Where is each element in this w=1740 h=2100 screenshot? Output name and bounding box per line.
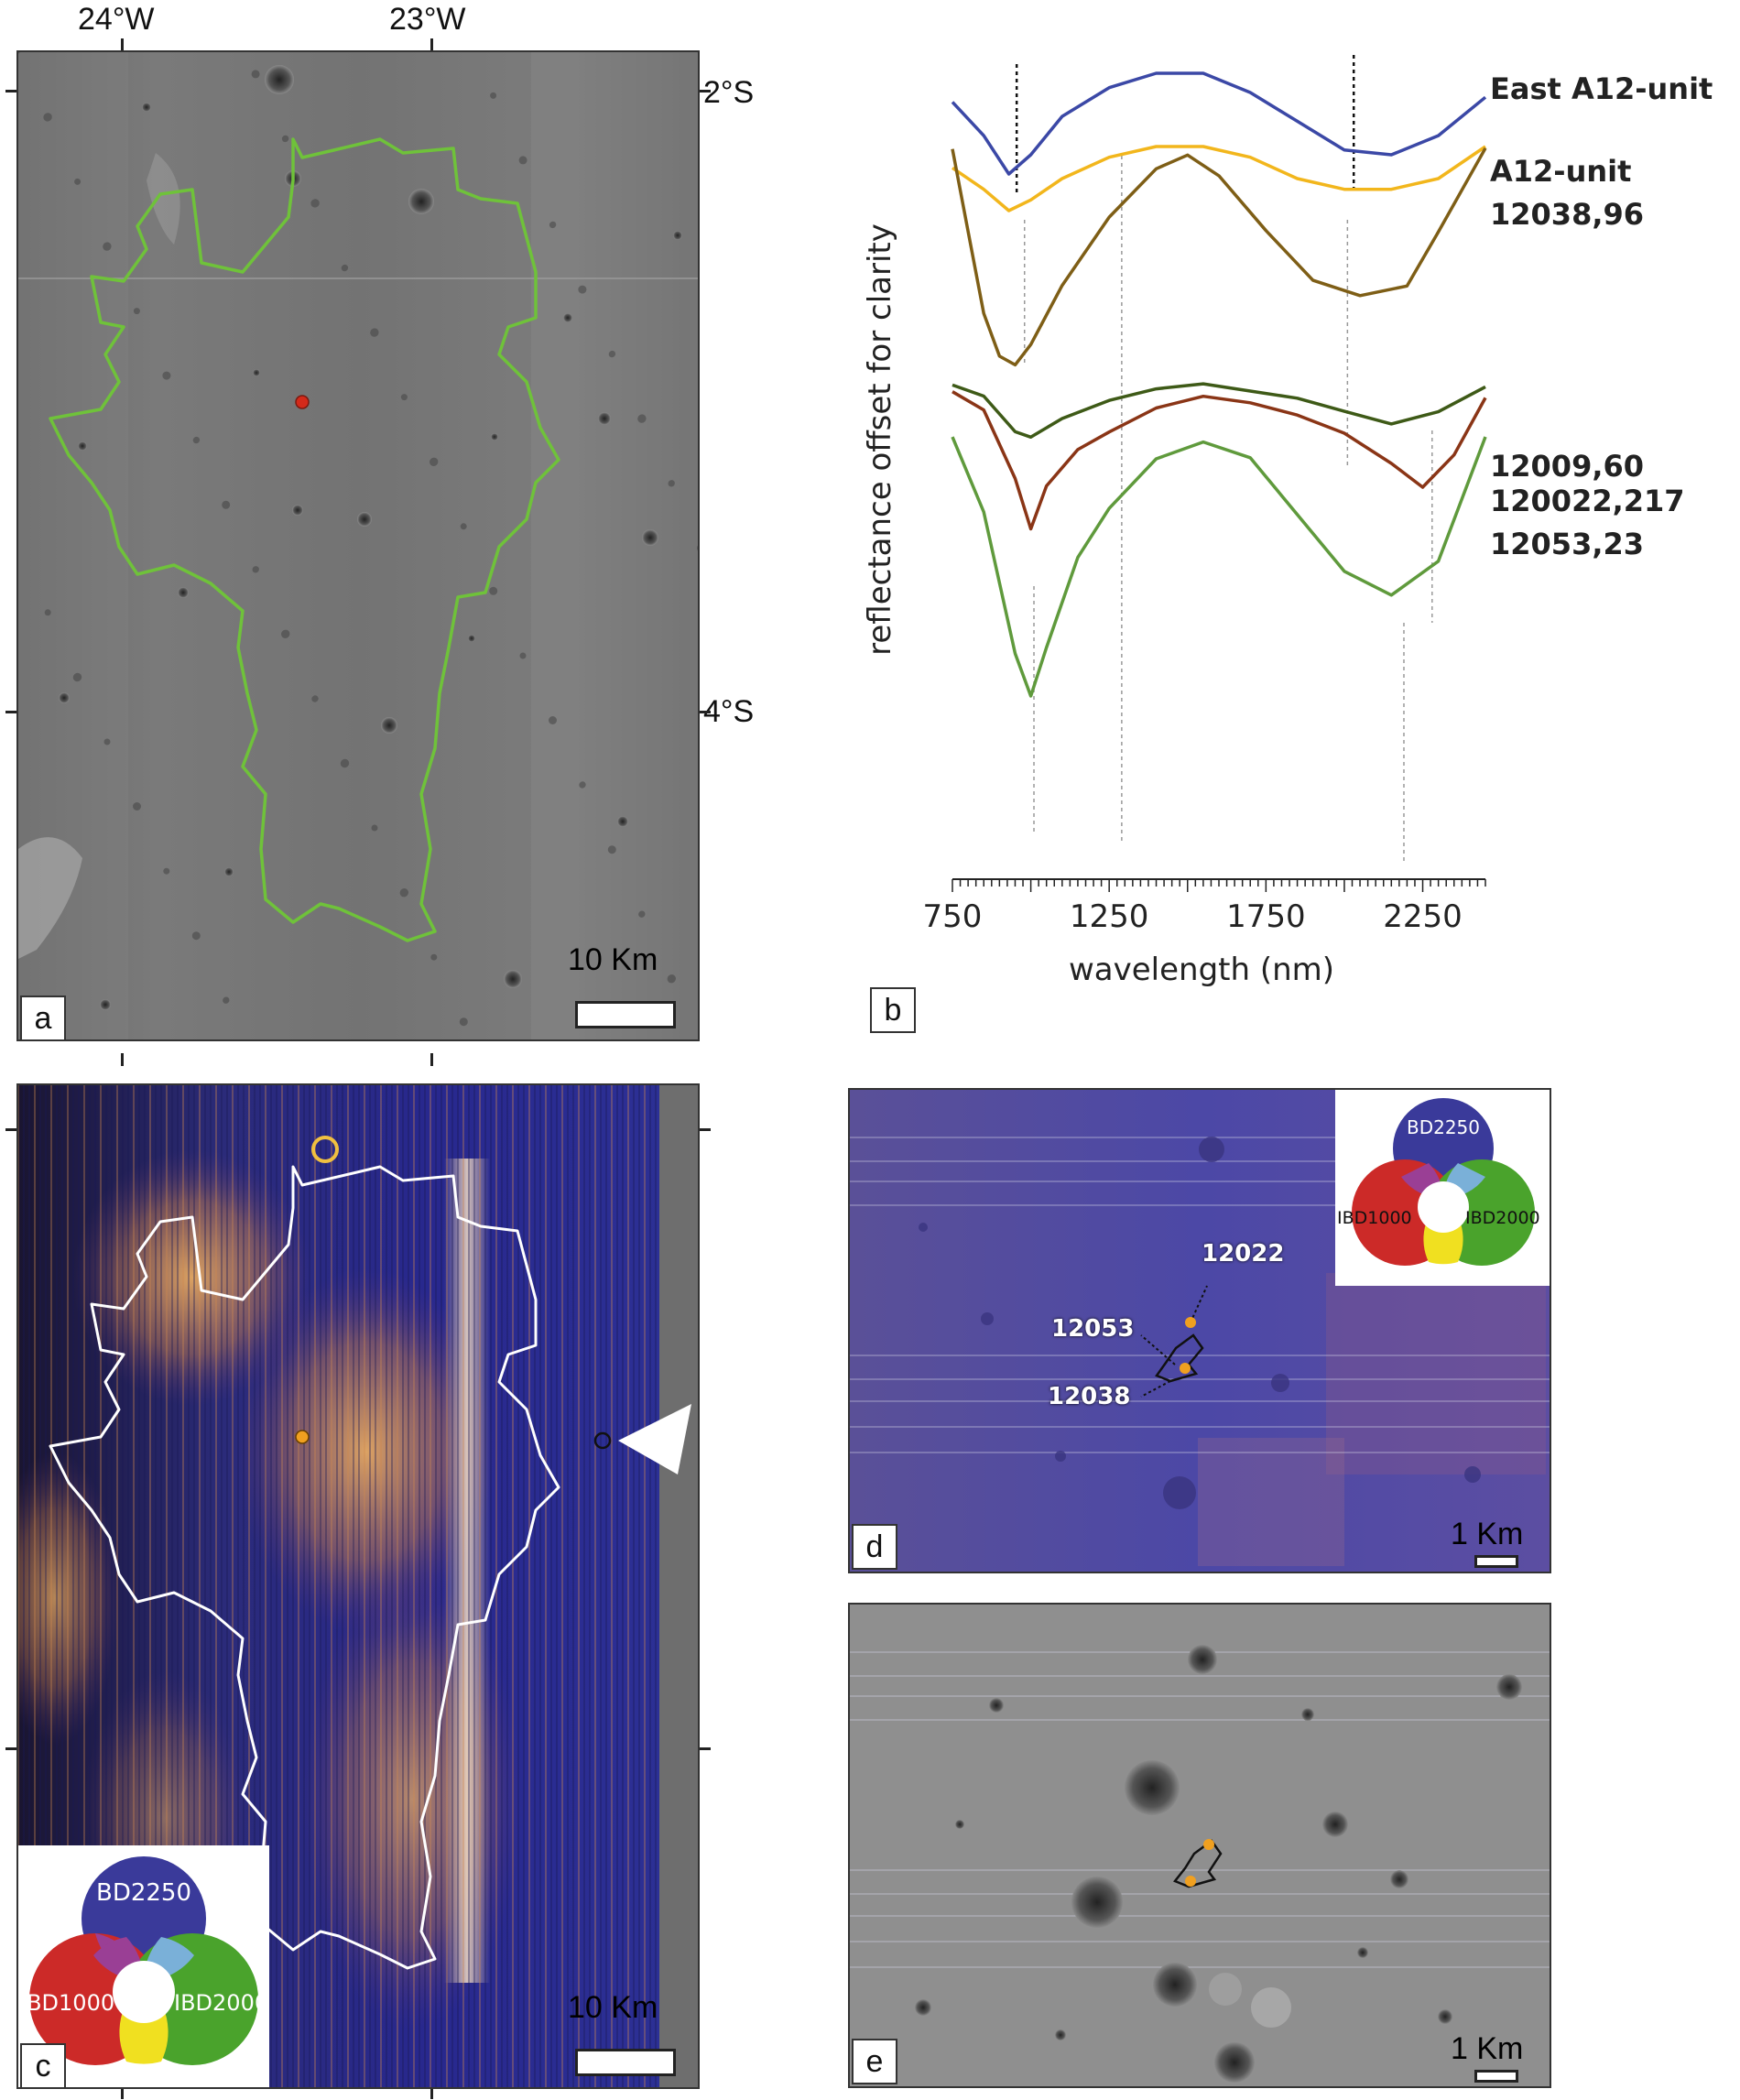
legend-ibd2000-label: IBD2000 bbox=[174, 1990, 268, 2016]
spectrum-line bbox=[952, 145, 1486, 212]
latitude-label-2s: 2°S bbox=[703, 75, 755, 110]
zoomed-lroc-image bbox=[850, 1605, 1550, 2086]
longitude-tick bbox=[121, 38, 124, 51]
scale-bar bbox=[575, 2049, 676, 2076]
panel-e-map: 1 Km e bbox=[848, 1603, 1551, 2088]
rgb-legend: BD2250 IBD1000 IBD2000 bbox=[18, 1845, 269, 2087]
x-tick-label: 2250 bbox=[1383, 898, 1463, 935]
zoomed-composite-image bbox=[850, 1090, 1550, 1572]
x-tick-label: 750 bbox=[923, 898, 983, 935]
latitude-tick bbox=[698, 90, 711, 92]
scale-bar-label: 10 Km bbox=[568, 1990, 658, 2025]
sample-site-marker bbox=[295, 1430, 310, 1444]
east-a12-site-marker bbox=[593, 1431, 612, 1450]
x-tick-label: 1750 bbox=[1226, 898, 1306, 935]
arrowhead-pointer bbox=[618, 1404, 691, 1474]
y-axis-label: reflectance offset for clarity bbox=[862, 223, 898, 656]
latitude-tick bbox=[5, 711, 18, 713]
legend-bd2250-label: BD2250 bbox=[96, 1879, 191, 1907]
longitude-tick bbox=[121, 1053, 124, 1066]
spectrum-label: 12053,23 bbox=[1490, 527, 1644, 561]
traverse-outline bbox=[1155, 1333, 1204, 1383]
sample-site-marker bbox=[1180, 1363, 1191, 1374]
sample-site-marker bbox=[1203, 1839, 1214, 1850]
scale-bar bbox=[575, 1001, 676, 1028]
spectrum-label: A12-unit bbox=[1490, 154, 1631, 189]
panel-b-tag: b bbox=[870, 987, 916, 1033]
latitude-tick bbox=[698, 1128, 711, 1131]
latitude-tick bbox=[698, 1747, 711, 1750]
legend-ibd2000-label: IBD2000 bbox=[1465, 1208, 1540, 1228]
longitude-tick bbox=[430, 2086, 433, 2099]
lroc-mosaic-image bbox=[18, 52, 698, 1039]
sample-site-marker bbox=[295, 395, 310, 409]
spectrum-line bbox=[951, 436, 1487, 698]
sample-label-12022: 12022 bbox=[1202, 1240, 1285, 1268]
spectrum-line bbox=[951, 71, 1487, 176]
panel-d-map: 12022 12053 12038 BD2250 IBD1000 IBD2000… bbox=[848, 1088, 1551, 1573]
scale-bar bbox=[1474, 1555, 1518, 1568]
spectrum-line bbox=[952, 390, 1487, 531]
panel-a-tag: a bbox=[20, 996, 66, 1039]
longitude-tick bbox=[430, 1053, 433, 1066]
spectrum-line bbox=[951, 147, 1487, 367]
a12-unit-outline bbox=[49, 137, 560, 942]
rgb-legend: BD2250 IBD1000 IBD2000 bbox=[1335, 1090, 1550, 1286]
longitude-label-24w: 24°W bbox=[78, 2, 155, 37]
panel-a-map: 10 Km a bbox=[16, 50, 700, 1041]
latitude-tick bbox=[698, 711, 711, 713]
x-tick-label: 1250 bbox=[1070, 898, 1149, 935]
latitude-tick bbox=[5, 1128, 18, 1131]
legend-ibd1000-label: IBD1000 bbox=[1337, 1208, 1412, 1228]
legend-ibd1000-label: IBD1000 bbox=[20, 1990, 114, 2016]
spectrum-label: 120022,217 bbox=[1490, 484, 1685, 518]
sample-site-marker bbox=[1185, 1317, 1196, 1328]
latitude-tick bbox=[5, 90, 18, 92]
longitude-label-23w: 23°W bbox=[389, 2, 466, 37]
panel-e-tag: e bbox=[852, 2039, 897, 2084]
scale-bar-label: 1 Km bbox=[1451, 2031, 1524, 2066]
latitude-label-4s: 4°S bbox=[703, 694, 755, 729]
longitude-tick bbox=[121, 2086, 124, 2099]
scale-bar bbox=[1474, 2070, 1518, 2083]
longitude-tick bbox=[430, 38, 433, 51]
spectrum-label: 12038,96 bbox=[1490, 197, 1644, 232]
traverse-outline bbox=[1172, 1839, 1223, 1888]
panel-c-tag: c bbox=[20, 2043, 66, 2087]
spectrum-label: 12009,60 bbox=[1490, 449, 1644, 484]
scale-bar-label: 1 Km bbox=[1451, 1517, 1524, 1551]
spectrum-label: East A12-unit bbox=[1490, 71, 1713, 106]
panel-d-tag: d bbox=[852, 1524, 897, 1570]
sample-site-marker bbox=[1185, 1876, 1196, 1887]
x-axis-label: wavelength (nm) bbox=[1069, 952, 1334, 988]
spectra-chart: 750 1250 1750 2250 East A12-unit A12-unit 120… bbox=[862, 55, 1713, 988]
sample-label-12038: 12038 bbox=[1048, 1383, 1131, 1410]
scale-bar-label: 10 Km bbox=[568, 942, 658, 977]
spectrum-line bbox=[952, 382, 1486, 440]
sample-label-12053: 12053 bbox=[1051, 1315, 1135, 1343]
latitude-tick bbox=[5, 1747, 18, 1750]
panel-c-map: BD2250 IBD1000 IBD2000 10 Km c bbox=[16, 1083, 700, 2089]
a12-unit-outline bbox=[49, 1165, 560, 1970]
legend-bd2250-label: BD2250 bbox=[1407, 1116, 1480, 1138]
